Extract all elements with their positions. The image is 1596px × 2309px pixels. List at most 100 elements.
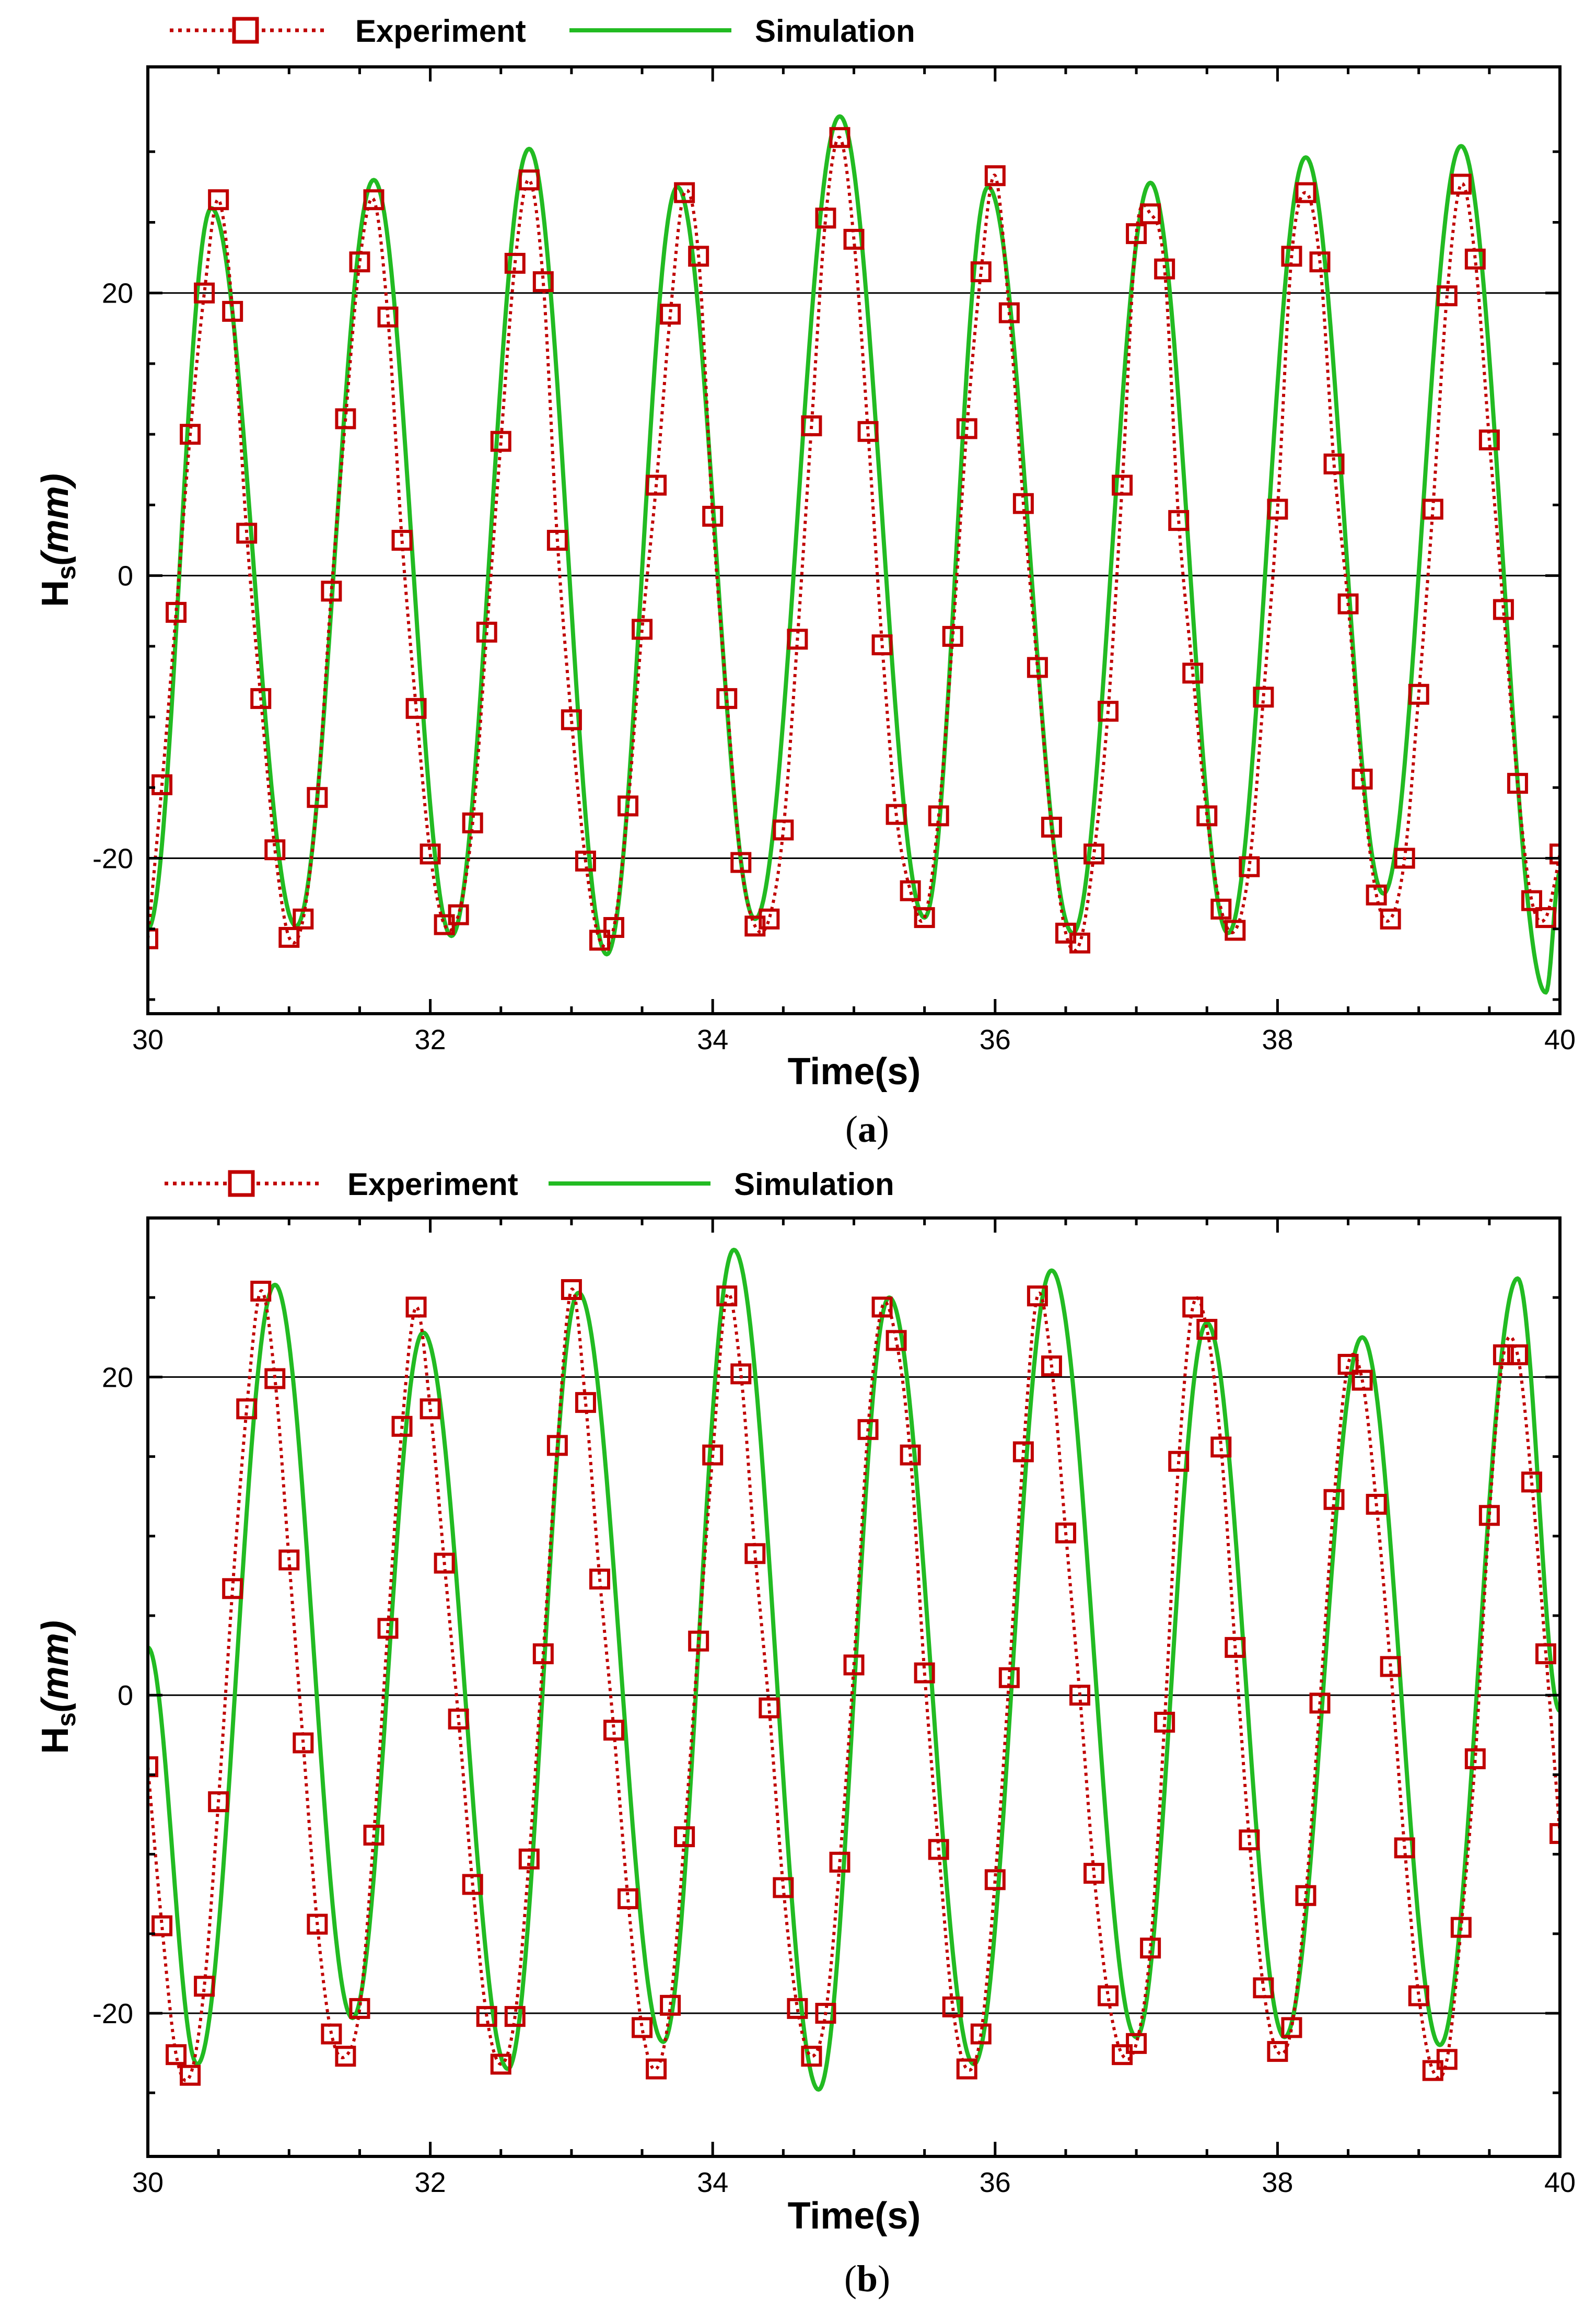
experiment-point (1295, 182, 1317, 203)
y-axis-title-main-b: H (34, 1727, 76, 1754)
experiment-point (1012, 493, 1034, 514)
experiment-point (1295, 1885, 1317, 1906)
experiment-point (1126, 2033, 1147, 2054)
y-tick-label: -20 (92, 1998, 133, 2029)
experiment-point (632, 2017, 653, 2038)
experiment-point (857, 421, 879, 442)
experiment-point (307, 1913, 328, 1935)
experiment-point (956, 418, 977, 439)
experiment-point (490, 431, 511, 452)
x-tick-label: 32 (415, 2167, 446, 2198)
experiment-point (490, 2053, 511, 2075)
experiment-point (1168, 510, 1190, 531)
experiment-point (730, 1363, 752, 1385)
experiment-point (1521, 890, 1542, 911)
experiment-point (1027, 657, 1048, 678)
caption-close-a: ) (877, 1108, 889, 1150)
experiment-point (1225, 1637, 1246, 1658)
caption-letter-b: b (857, 2258, 878, 2300)
grid-lines-a (148, 292, 1560, 860)
experiment-point (688, 1630, 709, 1652)
y-tick-label: 0 (118, 1680, 133, 1711)
experiment-point (1253, 1977, 1274, 1999)
experiment-point (1366, 884, 1387, 906)
caption-b: (b) (844, 2258, 890, 2300)
experiment-point (1337, 593, 1359, 614)
caption-a: (a) (845, 1108, 889, 1150)
x-tick-label: 32 (415, 1024, 446, 1055)
experiment-point (1239, 1829, 1260, 1851)
experiment-point (886, 1330, 907, 1351)
experiment-point (660, 304, 681, 325)
experiment-point (1478, 429, 1500, 450)
experiment-point (575, 850, 596, 872)
experiment-point (377, 1618, 399, 1639)
experiment-point (1154, 1711, 1175, 1733)
experiment-point (1493, 599, 1514, 620)
legend-simulation-label-b: Simulation (734, 1167, 894, 1202)
experiment-point (1041, 817, 1062, 838)
experiment-point (405, 698, 427, 719)
experiment-point (1464, 1748, 1486, 1769)
experiment-point (532, 271, 554, 293)
experiment-point (829, 1851, 851, 1873)
experiment-point (1098, 1985, 1119, 2006)
experiment-point (349, 251, 370, 273)
tick-labels-b: 30 32 34 36 38 40 -20 0 20 (92, 1362, 1576, 2198)
y-axis-title-a: Hs(mm) (34, 473, 81, 607)
experiment-point (871, 634, 893, 656)
experiment-point (815, 207, 836, 229)
axis-ticks-b (146, 1216, 1562, 2156)
y-axis-title-unit-b: (mm) (34, 1620, 76, 1712)
experiment-series-line-b (148, 1287, 1560, 2082)
experiment-point (674, 182, 695, 203)
experiment-point (660, 1994, 681, 2016)
experiment-point (532, 1643, 554, 1665)
experiment-point (589, 1569, 610, 1590)
experiment-point (1267, 498, 1288, 520)
experiment-point (618, 1888, 639, 1909)
experiment-point (1210, 1436, 1232, 1458)
experiment-point (391, 1415, 413, 1437)
experiment-point (1394, 848, 1415, 869)
experiment-point (293, 908, 314, 930)
experiment-point (970, 2023, 992, 2045)
x-axis-title-a: Time(s) (788, 1051, 921, 1093)
experiment-point (1380, 908, 1401, 930)
experiment-markers-a (148, 127, 1560, 954)
experiment-point (787, 1998, 808, 2019)
experiment-point (1352, 769, 1373, 790)
experiment-point (391, 530, 413, 551)
experiment-point (321, 2023, 342, 2045)
experiment-point (152, 1915, 173, 1936)
experiment-point (1507, 773, 1528, 794)
experiment-point (716, 1285, 738, 1307)
experiment-point (843, 1654, 865, 1676)
axis-ticks-a (146, 67, 1562, 1014)
legend-experiment-marker-b (228, 1170, 255, 1197)
experiment-point (307, 787, 328, 808)
x-tick-label: 30 (132, 2167, 164, 2198)
experiment-point (702, 506, 724, 527)
experiment-point (293, 1732, 314, 1754)
caption-letter-a: a (858, 1108, 877, 1150)
experiment-point (688, 246, 709, 267)
experiment-point (222, 1578, 243, 1599)
x-tick-label: 30 (132, 1024, 164, 1055)
experiment-point (1535, 907, 1556, 929)
experiment-point (1550, 843, 1560, 865)
y-axis-title-b: Hs(mm) (34, 1620, 81, 1754)
experiment-point (674, 1826, 695, 1848)
experiment-point (716, 688, 738, 709)
experiment-point (1012, 1441, 1034, 1463)
experiment-point (1493, 1344, 1514, 1365)
experiment-point (278, 1549, 300, 1571)
experiment-point (829, 127, 851, 148)
experiment-point (1027, 1285, 1048, 1307)
y-tick-label: 0 (118, 561, 133, 592)
experiment-point (349, 1998, 370, 2019)
experiment-point (363, 1825, 385, 1846)
experiment-point (236, 523, 258, 544)
